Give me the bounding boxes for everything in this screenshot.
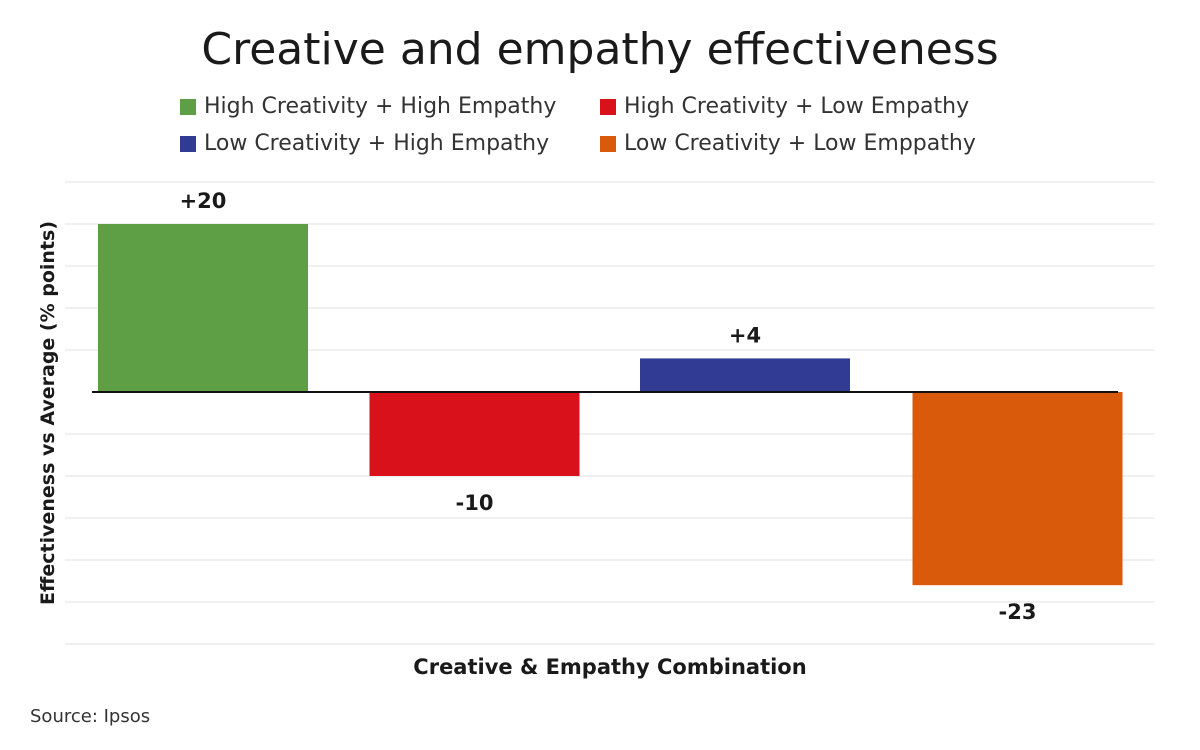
legend-swatch — [600, 135, 616, 152]
source-note: Source: Ipsos — [30, 706, 151, 727]
legend-item: Low Creativity + High Empathy — [180, 131, 600, 156]
data-label: +20 — [180, 189, 227, 213]
x-axis-label: Creative & Empathy Combination — [413, 655, 806, 679]
bar — [98, 224, 308, 392]
bar — [912, 392, 1123, 586]
y-axis-label: Effectiveness vs Average (% points) — [37, 221, 59, 605]
legend-label: Low Creativity + Low Emppathy — [624, 131, 976, 156]
legend-label: High Creativity + High Empathy — [204, 94, 557, 119]
legend-item: Low Creativity + Low Emppathy — [600, 131, 1020, 156]
legend-label: Low Creativity + High Empathy — [204, 131, 550, 156]
data-label: -23 — [999, 600, 1037, 624]
data-label: +4 — [729, 323, 761, 347]
legend-item: High Creativity + Low Empathy — [600, 94, 1020, 119]
legend-swatch — [180, 98, 196, 115]
chart-title: Creative and empathy effectiveness — [201, 24, 999, 75]
legend-label: High Creativity + Low Empathy — [624, 94, 970, 119]
bar — [369, 392, 580, 476]
legend-swatch — [180, 135, 196, 152]
legend-swatch — [600, 98, 616, 115]
data-label: -10 — [456, 491, 494, 515]
bar — [640, 358, 850, 392]
legend: High Creativity + High Empathy High Creat… — [0, 94, 1200, 156]
legend-item: High Creativity + High Empathy — [180, 94, 600, 119]
